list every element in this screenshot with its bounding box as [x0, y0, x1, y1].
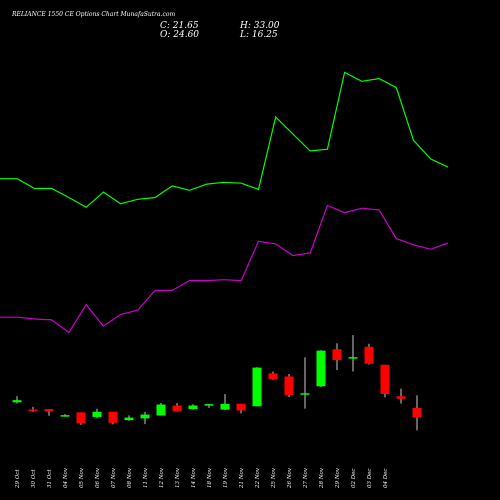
- candle-body: [92, 411, 102, 417]
- x-tick-label: 12 Nov: [159, 467, 165, 488]
- x-tick-label: 26 Nov: [287, 467, 293, 489]
- x-tick-label: 04 Dec: [383, 469, 389, 489]
- x-tick-label: 30 Oct: [31, 469, 37, 488]
- x-tick-label: 27 Nov: [303, 467, 309, 489]
- candle-body: [188, 405, 198, 410]
- chart-title: RELIANCE 1550 CE Options Chart MunafaSut…: [11, 11, 175, 18]
- high-value: H: 33.00: [239, 21, 280, 31]
- candle-body: [268, 373, 278, 380]
- low-value: L: 16.25: [239, 30, 278, 40]
- candle-body: [380, 364, 390, 394]
- x-tick-label: 19 Nov: [223, 467, 229, 488]
- candle-body: [252, 367, 262, 407]
- x-tick-label: 11 Nov: [143, 467, 149, 488]
- x-tick-label: 29 Nov: [335, 467, 341, 489]
- candle-body: [172, 405, 182, 412]
- x-tick-label: 18 Nov: [207, 467, 213, 488]
- candle-body: [316, 350, 326, 387]
- candle-body: [332, 349, 342, 361]
- candle-body: [284, 376, 294, 396]
- x-axis-ticks: 29 Oct 30 Oct 31 Oct 04 Nov 05 Nov 06 Nov 07 N…: [15, 467, 389, 489]
- candle-body: [124, 417, 134, 421]
- x-tick-label: 13 Nov: [175, 467, 181, 488]
- x-tick-label: 04 Nov: [63, 467, 69, 488]
- candle-body: [204, 404, 214, 406]
- x-tick-label: 28 Nov: [319, 467, 325, 489]
- close-value: C: 21.65: [160, 21, 199, 31]
- candle-body: [60, 415, 70, 417]
- candle-body: [76, 412, 86, 424]
- x-tick-label: 03 Dec: [367, 469, 373, 489]
- candles-group: [12, 335, 422, 431]
- x-tick-label: 22 Nov: [255, 467, 261, 489]
- x-tick-label: 02 Dec: [351, 469, 357, 489]
- lower-band-line: [0, 204, 449, 334]
- x-tick-label: 05 Nov: [79, 467, 85, 488]
- candle-body: [220, 403, 230, 410]
- open-value: O: 24.60: [160, 30, 199, 40]
- candle-body: [108, 411, 118, 423]
- x-tick-label: 31 Oct: [47, 469, 53, 488]
- x-tick-label: 06 Nov: [95, 467, 101, 488]
- candle-body: [300, 393, 310, 395]
- candle-body: [156, 404, 166, 416]
- x-tick-label: 21 Nov: [239, 467, 245, 489]
- upper-band-line: [0, 71, 449, 209]
- x-tick-label: 07 Nov: [111, 467, 117, 488]
- candle-body: [44, 409, 54, 412]
- candle-body: [12, 400, 22, 403]
- candle-body: [412, 408, 422, 418]
- x-tick-label: 08 Nov: [127, 467, 133, 488]
- x-tick-label: 25 Nov: [271, 467, 277, 489]
- candle-body: [396, 396, 406, 399]
- candle-body: [140, 414, 150, 419]
- candle-body: [364, 346, 374, 364]
- candle-body: [236, 403, 246, 411]
- candle-body: [348, 357, 358, 359]
- x-tick-label: 14 Nov: [191, 467, 197, 488]
- candle-body: [28, 409, 38, 411]
- x-tick-label: 29 Oct: [15, 469, 21, 489]
